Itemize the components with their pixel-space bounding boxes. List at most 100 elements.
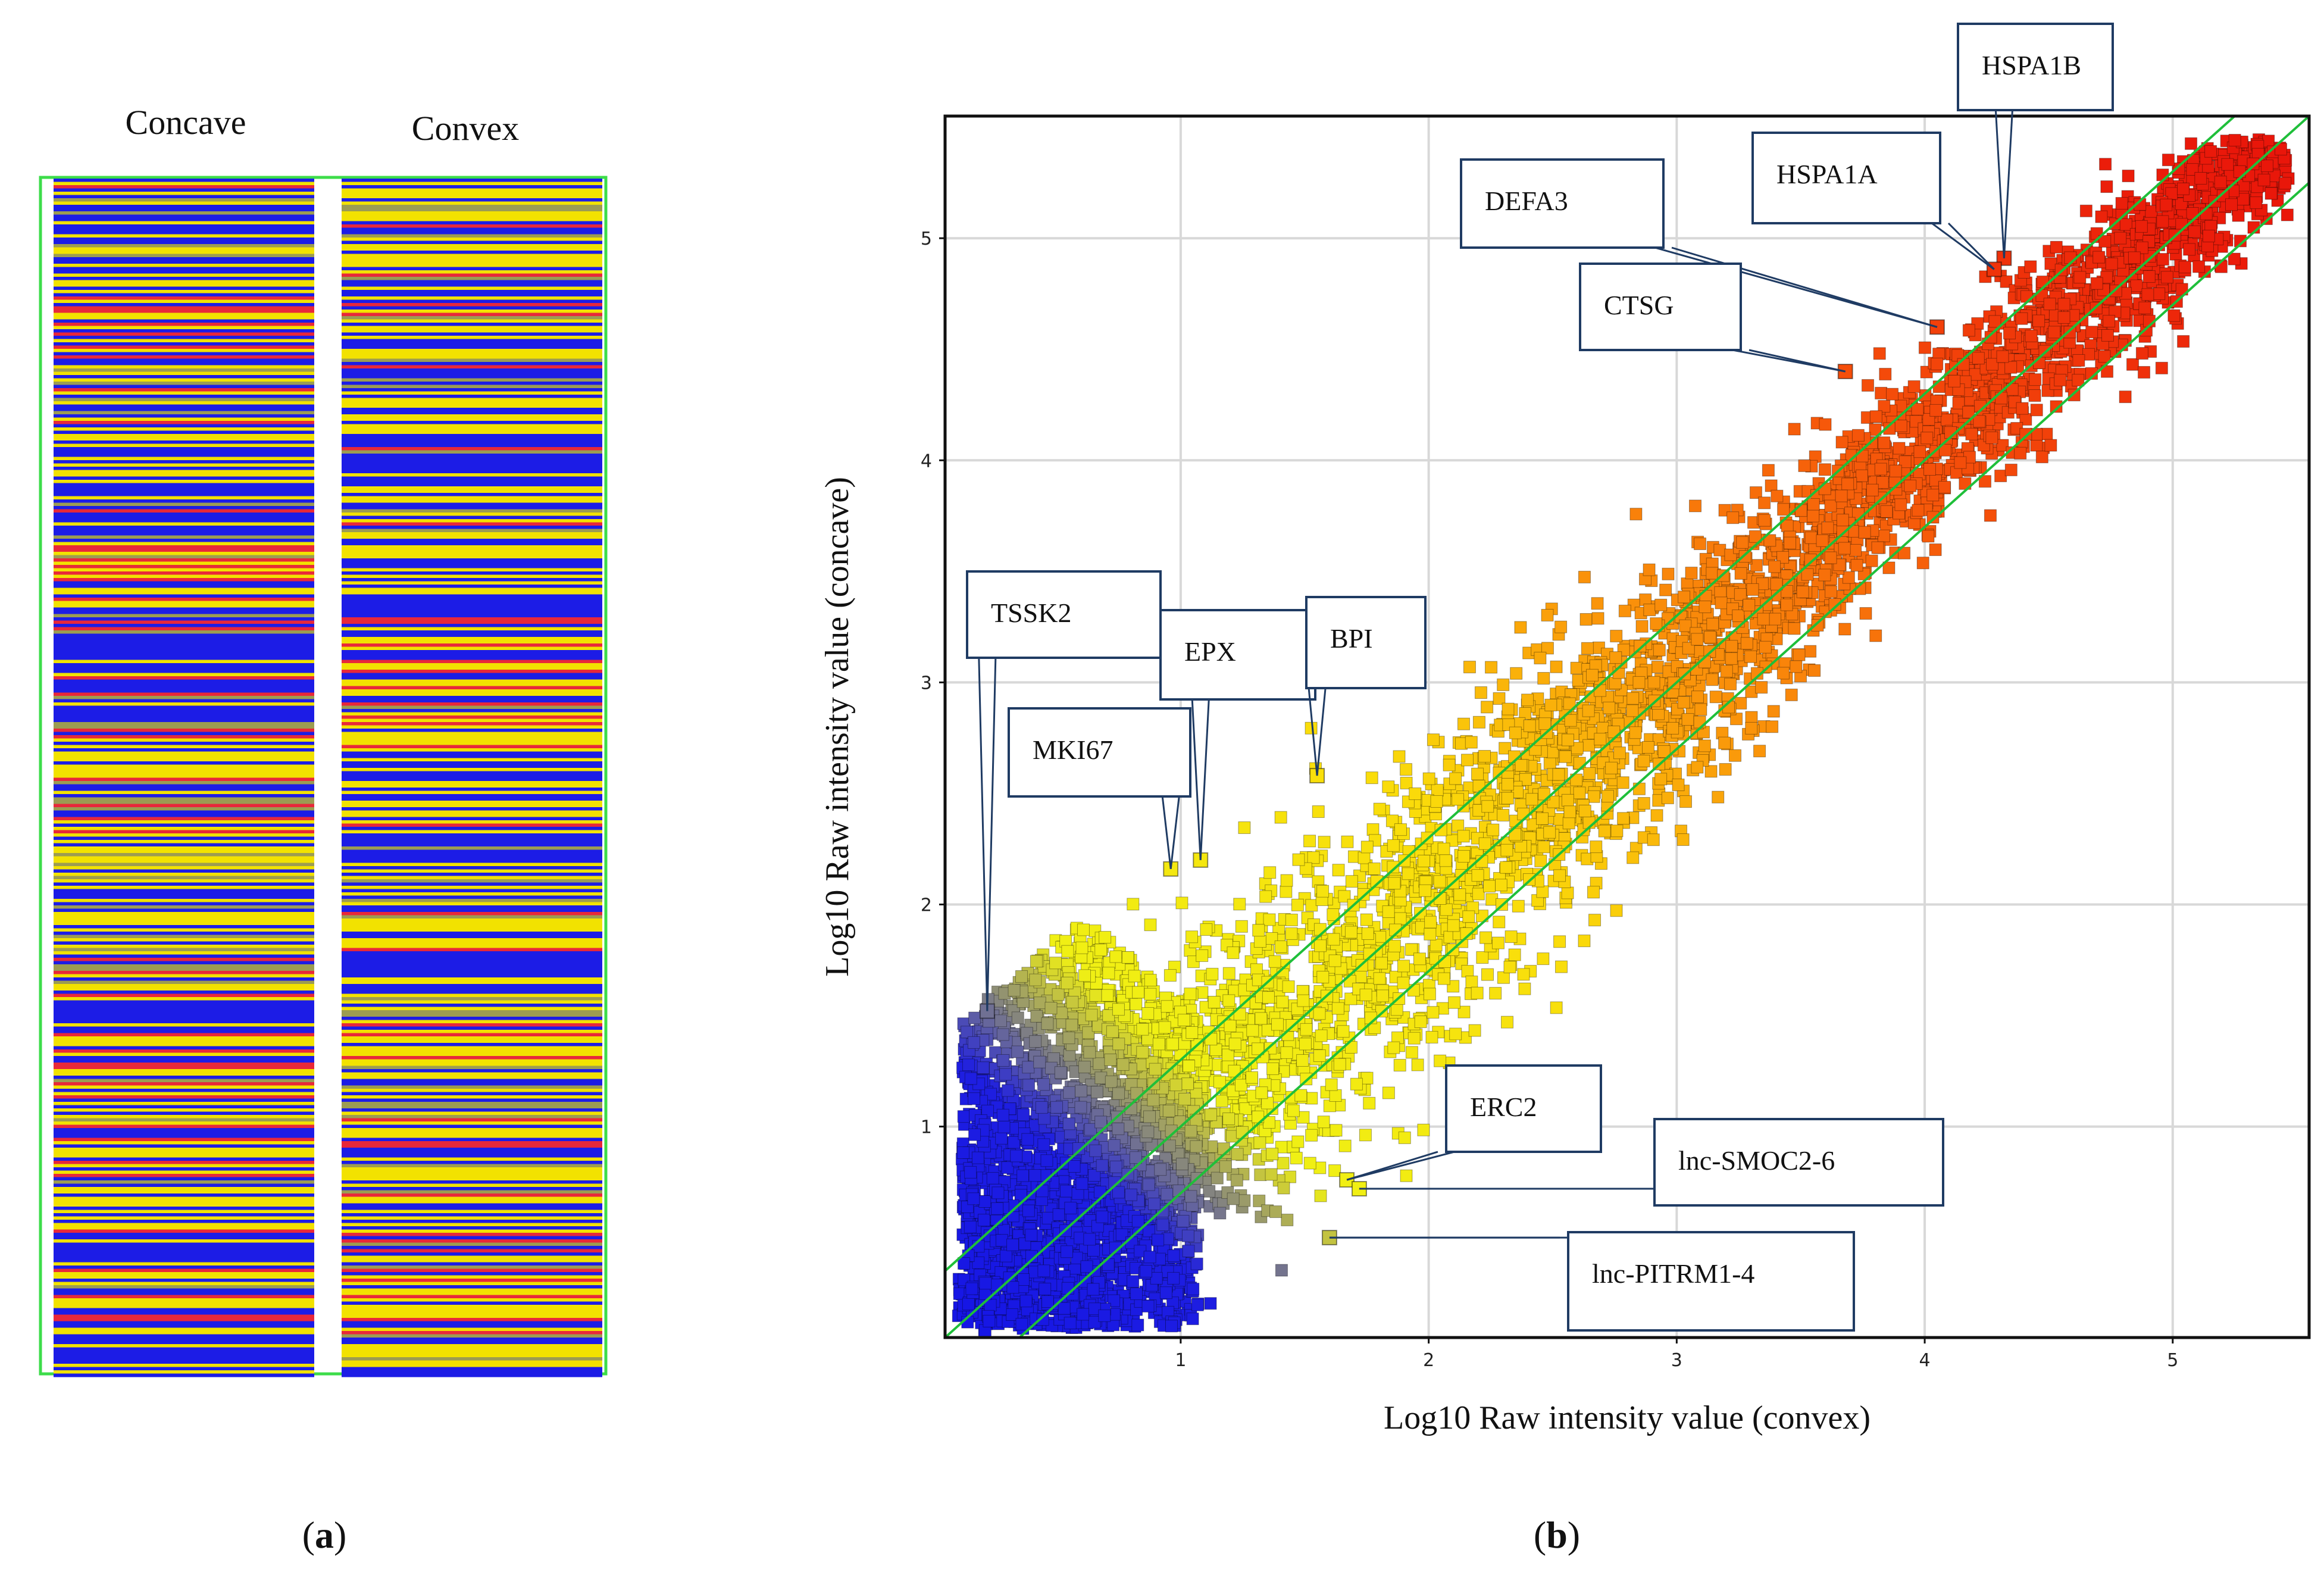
heatmap-stripe <box>54 1095 314 1099</box>
data-point <box>1706 567 1719 580</box>
heatmap-stripe <box>342 1367 602 1371</box>
heatmap-stripe <box>342 1108 602 1112</box>
heatmap-stripe <box>342 895 602 899</box>
data-point <box>1300 1023 1313 1036</box>
data-point <box>1345 875 1358 888</box>
heatmap-stripe <box>54 945 314 948</box>
data-point <box>1276 995 1289 1008</box>
heatmap-stripe <box>54 454 314 457</box>
data-point <box>1590 841 1603 854</box>
heatmap-stripe <box>54 496 314 500</box>
data-point <box>1725 652 1738 665</box>
data-point <box>1219 1160 1232 1173</box>
heatmap-stripe <box>342 925 602 929</box>
heatmap-stripe <box>342 493 602 496</box>
data-point <box>2048 326 2061 339</box>
heatmap-stripe <box>342 653 602 657</box>
heatmap-stripe <box>342 1200 602 1204</box>
data-point <box>1390 1003 1403 1016</box>
heatmap-stripe <box>342 1321 602 1325</box>
heatmap-stripe <box>342 1275 602 1279</box>
heatmap-stripe <box>54 1223 314 1227</box>
data-point <box>1501 1016 1514 1029</box>
data-point <box>1554 960 1568 973</box>
heatmap-stripe <box>342 585 602 588</box>
heatmap-stripe <box>54 509 314 513</box>
data-point <box>1337 1025 1350 1038</box>
heatmap-stripe <box>54 545 314 549</box>
heatmap-stripe <box>54 764 314 768</box>
heatmap-stripe <box>54 1118 314 1122</box>
data-point <box>2183 243 2196 256</box>
heatmap-stripe <box>54 761 314 765</box>
data-point <box>1318 836 1331 849</box>
data-point <box>1725 640 1738 653</box>
data-point <box>2114 232 2127 245</box>
data-point <box>1314 1189 1327 1202</box>
heatmap-stripe <box>54 755 314 758</box>
data-point <box>1296 1054 1309 1067</box>
data-point <box>1393 1059 1406 1072</box>
heatmap-stripe <box>54 578 314 582</box>
data-point <box>1341 835 1354 848</box>
data-point <box>1965 427 1978 440</box>
data-point <box>1651 660 1664 673</box>
heatmap-stripe <box>342 1213 602 1217</box>
heatmap-stripe <box>342 1249 602 1253</box>
heatmap-stripe <box>54 1108 314 1112</box>
heatmap-frame <box>39 176 608 1376</box>
heatmap-stripe <box>342 1072 602 1076</box>
heatmap-stripe <box>342 1151 602 1155</box>
data-point <box>1186 930 1199 943</box>
heatmap-stripe <box>342 984 602 988</box>
heatmap-stripe <box>342 964 602 968</box>
heatmap-stripe <box>54 355 314 359</box>
heatmap-stripe <box>54 1157 314 1161</box>
heatmap-stripe <box>342 745 602 749</box>
heatmap-stripe <box>54 1364 314 1367</box>
heatmap-stripe <box>342 552 602 555</box>
data-point <box>1691 690 1704 704</box>
heatmap-stripe <box>54 915 314 919</box>
heatmap-stripe <box>54 382 314 385</box>
data-point <box>2138 365 2151 379</box>
heatmap-stripe <box>342 238 602 241</box>
heatmap-concave-column <box>54 179 314 1377</box>
data-point <box>1354 970 1367 983</box>
heatmap-stripe <box>54 807 314 811</box>
heatmap-stripe <box>342 853 602 857</box>
heatmap-stripe <box>54 1216 314 1220</box>
data-point <box>1643 604 1656 617</box>
heatmap-stripe <box>342 1049 602 1053</box>
heatmap-stripe <box>54 411 314 415</box>
heatmap-stripe <box>342 476 602 480</box>
data-point <box>1224 1020 1237 1033</box>
data-point <box>1838 542 1851 555</box>
data-point <box>1409 787 1422 800</box>
heatmap-stripe <box>342 1308 602 1312</box>
heatmap-stripe <box>342 1288 602 1292</box>
data-point <box>1873 347 1886 360</box>
heatmap-stripe <box>342 902 602 906</box>
heatmap-stripe <box>54 339 314 343</box>
data-point <box>1720 665 1733 678</box>
heatmap-stripe <box>54 604 314 608</box>
heatmap-stripe <box>342 388 602 392</box>
heatmap-stripe <box>342 404 602 408</box>
heatmap-stripe <box>54 902 314 906</box>
heatmap-stripe <box>54 876 314 880</box>
data-point <box>1610 904 1623 917</box>
data-point <box>1291 1135 1305 1148</box>
data-point <box>2156 253 2169 266</box>
heatmap-stripe <box>342 1279 602 1282</box>
heatmap-stripe <box>54 820 314 824</box>
heatmap-stripe <box>342 702 602 706</box>
heatmap-stripe <box>54 267 314 271</box>
data-point <box>2030 439 2043 452</box>
heatmap-stripe <box>54 1072 314 1076</box>
data-point <box>1523 719 1536 732</box>
data-point <box>1938 480 1951 493</box>
data-point <box>1510 667 1523 680</box>
data-point <box>1485 661 1498 674</box>
data-point <box>1478 837 1491 850</box>
